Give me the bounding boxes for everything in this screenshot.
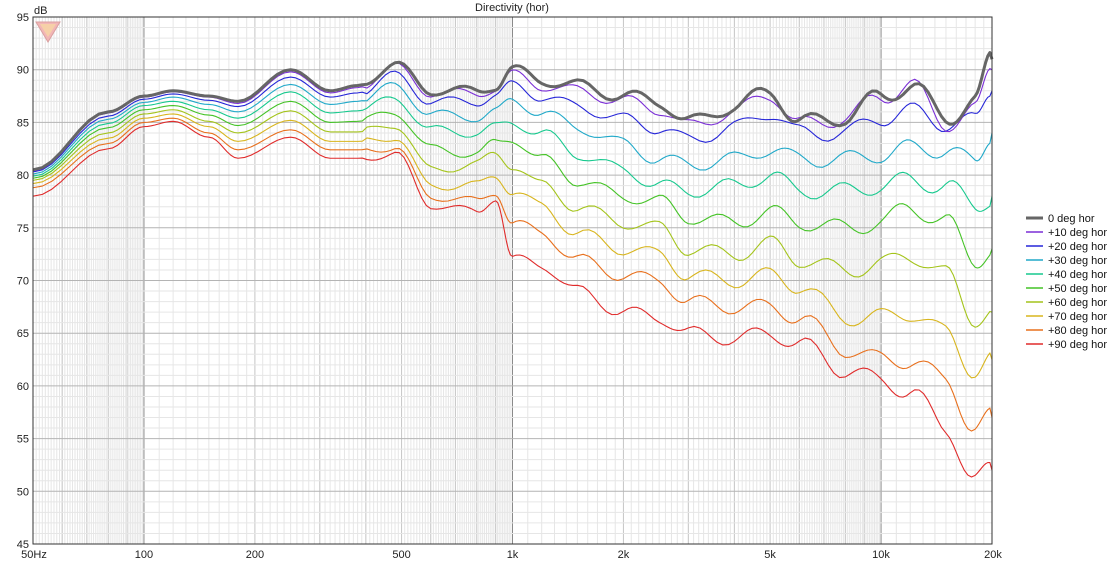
y-axis-label: dB [34, 5, 47, 17]
series-line--40-deg-hor [32, 91, 993, 212]
series-line--80-deg-hor [32, 117, 993, 432]
x-tick-label: 100 [135, 549, 153, 561]
x-tick-label: 2k [618, 549, 630, 561]
chart-title: Directivity (hor) [475, 2, 549, 14]
legend-label: +10 deg hor [1048, 227, 1107, 239]
y-tick-label: 60 [17, 381, 29, 393]
legend-label: +70 deg hor [1048, 311, 1107, 323]
grid-lines [32, 16, 992, 545]
y-tick-label: 80 [17, 170, 29, 182]
legend-label: +60 deg hor [1048, 297, 1107, 309]
series-line--70-deg-hor [32, 113, 993, 379]
x-tick-label: 5k [764, 549, 776, 561]
series-line--60-deg-hor [32, 109, 993, 328]
y-tick-label: 50 [17, 486, 29, 498]
y-tick-label: 95 [17, 12, 29, 24]
y-tick-label: 65 [17, 328, 29, 340]
legend-label: +50 deg hor [1048, 283, 1107, 295]
series-line--30-deg-hor [32, 82, 993, 175]
y-tick-label: 85 [17, 117, 29, 129]
y-tick-label: 45 [17, 539, 29, 551]
y-tick-label: 90 [17, 65, 29, 77]
plot-frame [32, 16, 993, 545]
x-tick-label: 10k [872, 549, 890, 561]
x-tick-label: 1k [507, 549, 519, 561]
legend-label: +90 deg hor [1048, 339, 1107, 351]
y-tick-label: 70 [17, 276, 29, 288]
series-line--90-deg-hor [32, 120, 993, 478]
legend-label: +80 deg hor [1048, 325, 1107, 337]
logo-icon [35, 21, 61, 43]
series-line--50-deg-hor [32, 100, 993, 269]
x-tick-label: 500 [392, 549, 410, 561]
x-tick-label: 50Hz [21, 549, 47, 561]
series-line-0-deg-hor [32, 51, 994, 172]
series-line--20-deg-hor [32, 70, 993, 173]
legend: 0 deg hor +10 deg hor +20 deg hor +30 deg h… [1026, 213, 1107, 351]
series-layer [32, 51, 994, 478]
legend-label: +20 deg hor [1048, 241, 1107, 253]
y-tick-label: 55 [17, 434, 29, 446]
x-tick-label: 200 [246, 549, 264, 561]
y-tick-label: 75 [17, 223, 29, 235]
legend-label: +30 deg hor [1048, 255, 1107, 267]
legend-label: +40 deg hor [1048, 269, 1107, 281]
legend-label: 0 deg hor [1048, 213, 1095, 225]
x-tick-label: 20k [984, 549, 1002, 561]
